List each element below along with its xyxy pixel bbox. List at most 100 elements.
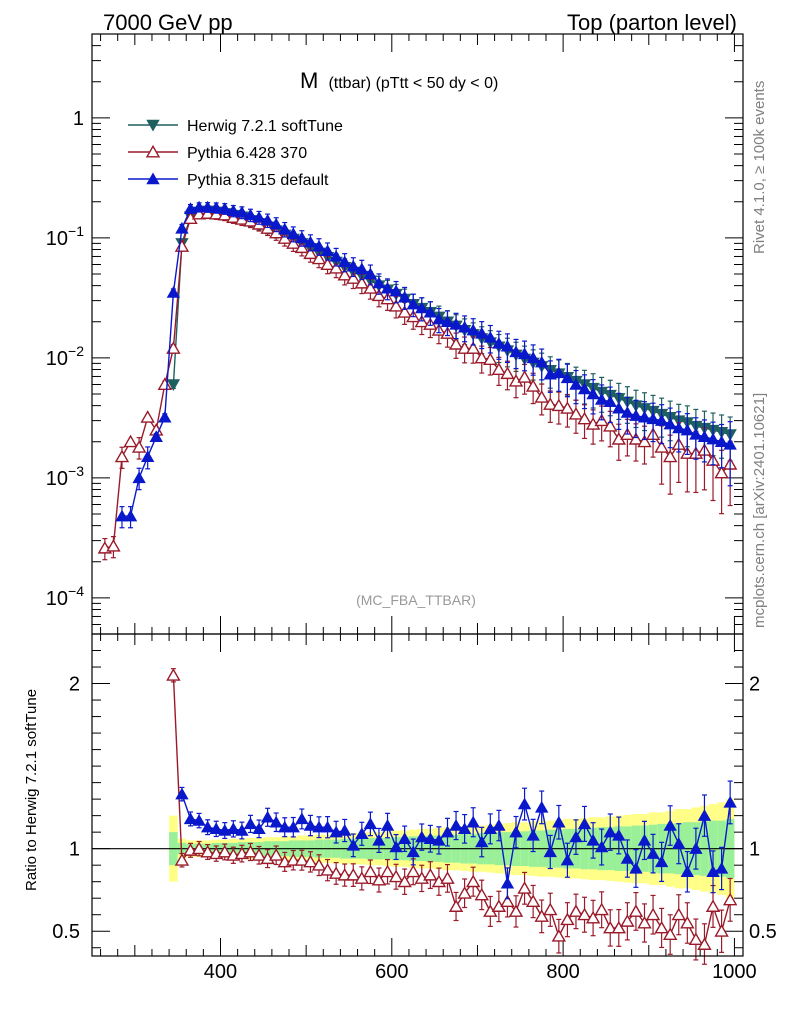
data-point	[295, 231, 309, 244]
data-point	[449, 317, 463, 330]
data-point	[337, 267, 352, 281]
ratio-data-point	[543, 845, 557, 858]
ratio-data-point	[689, 842, 703, 854]
ratio-ylabel: Ratio to Herwig 7.2.1 softTune	[23, 689, 40, 891]
ratio-data-point	[645, 907, 661, 921]
ratio-data-point	[380, 819, 395, 831]
data-point	[372, 276, 386, 289]
ratio-data-point	[672, 837, 686, 849]
ratio-data-point	[363, 864, 378, 878]
data-point	[689, 427, 703, 440]
data-point	[303, 235, 318, 248]
ratio-data-point	[603, 920, 618, 934]
data-point	[552, 366, 566, 379]
data-point	[560, 371, 575, 384]
ratio-y-tick-label-right: 1	[749, 839, 760, 861]
ratio-data-point	[243, 817, 258, 830]
ratio-data-point	[723, 795, 737, 808]
main-title-detail: (ttbar) (pTtt < 50 dy < 0)	[328, 75, 498, 92]
header-right-label: Top (parton level)	[567, 10, 737, 35]
ratio-data-point	[252, 822, 266, 835]
data-point	[483, 352, 498, 365]
data-point	[723, 437, 737, 450]
ratio-data-point	[200, 820, 215, 833]
ratio-data-point	[508, 904, 524, 917]
data-point	[474, 350, 489, 364]
data-point	[397, 290, 412, 303]
ratio-data-point	[440, 871, 455, 884]
ratio-data-point	[475, 835, 489, 848]
y-tick-label: 1	[73, 108, 84, 130]
legend-label: Herwig 7.2.1 softTune	[187, 118, 343, 135]
ratio-data-point	[654, 855, 669, 868]
y-tick-label-base: 10	[46, 468, 68, 490]
ratio-data-point	[680, 865, 695, 877]
ratio-data-point	[688, 932, 704, 945]
ratio-data-point	[295, 812, 309, 825]
data-point	[406, 297, 420, 310]
ratio-data-point	[354, 871, 370, 884]
x-tick-label: 800	[546, 961, 579, 983]
ratio-data-point	[217, 844, 232, 858]
ratio-y-tick-label-left: 2	[69, 674, 80, 696]
data-point	[465, 341, 481, 354]
ratio-data-point	[551, 929, 567, 942]
data-point	[551, 398, 567, 412]
ratio-data-point	[337, 867, 352, 881]
ratio-data-point	[440, 825, 455, 838]
ratio-data-point	[560, 853, 575, 866]
data-point	[114, 449, 130, 463]
legend-swatch-marker	[146, 119, 160, 132]
main-axis-ticks	[92, 33, 743, 635]
data-point	[397, 305, 412, 318]
data-point	[637, 434, 652, 448]
data-point	[517, 347, 532, 360]
ratio-data-point	[286, 853, 301, 866]
main-title: M (ttbar) (pTtt < 50 dy < 0)	[300, 68, 498, 93]
data-point	[662, 449, 678, 463]
data-point	[432, 312, 446, 325]
ratio-data-point	[303, 819, 318, 831]
ratio-data-point	[388, 869, 404, 883]
legend-swatch-marker	[145, 144, 161, 158]
ratio-data-point	[654, 920, 669, 934]
ratio-data-point	[311, 858, 327, 871]
main-title-symbol: M	[300, 68, 318, 93]
data-point	[380, 281, 395, 294]
data-point	[329, 249, 343, 262]
y-tick-label-base: 10	[46, 348, 68, 370]
data-point	[706, 432, 720, 445]
ratio-data-point	[612, 828, 626, 841]
data-point	[612, 401, 626, 414]
data-point	[534, 390, 549, 403]
data-point	[218, 202, 232, 214]
data-point	[628, 432, 644, 445]
ratio-data-point	[200, 844, 215, 858]
data-point	[577, 411, 592, 425]
ratio-data-point	[509, 825, 523, 838]
data-point	[132, 471, 146, 484]
data-point	[594, 392, 609, 405]
ratio-data-point	[535, 800, 549, 813]
ratio-data-point	[466, 815, 480, 828]
ratio-data-point	[628, 904, 644, 917]
data-point	[320, 244, 335, 257]
ratio-data-point	[278, 820, 292, 833]
data-point	[500, 366, 515, 380]
ratio-data-point	[543, 902, 558, 916]
data-point	[629, 409, 643, 421]
x-tick-label: 400	[204, 961, 237, 983]
ratio-data-point	[338, 823, 352, 836]
ratio-data-point	[706, 865, 720, 877]
ratio-data-point	[457, 886, 472, 899]
data-point	[149, 430, 163, 442]
ratio-data-point	[714, 924, 729, 937]
data-point	[389, 284, 403, 297]
ratio-y-tick-label-right: 2	[749, 674, 760, 696]
ratio-data-point	[662, 927, 678, 941]
ratio-data-point	[517, 881, 532, 894]
data-point	[620, 406, 635, 418]
ratio-data-point	[577, 817, 592, 830]
legend-label: Pythia 8.315 default	[187, 172, 329, 189]
data-point	[252, 210, 266, 223]
